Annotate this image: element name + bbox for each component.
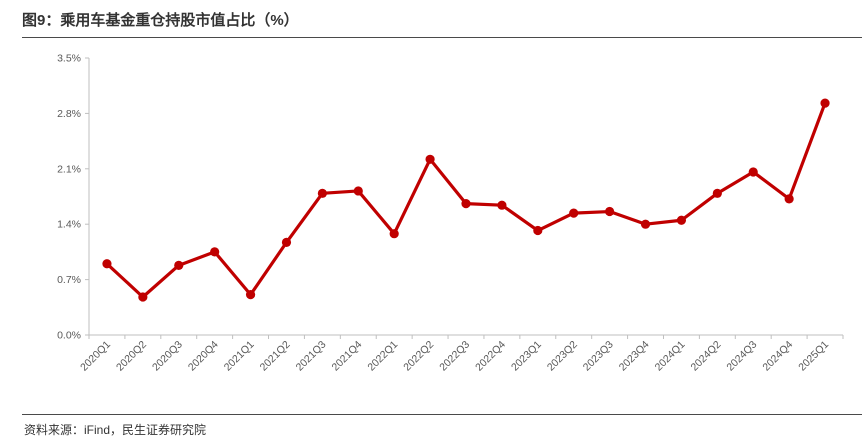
x-tick-label: 2022Q3 — [437, 339, 472, 374]
data-point — [138, 292, 148, 302]
data-point — [317, 188, 327, 198]
x-tick-label: 2021Q2 — [258, 339, 293, 374]
data-point — [281, 237, 292, 248]
chart-title: 图9：乘用车基金重仓持股市值占比（%） — [22, 12, 299, 29]
data-point — [748, 167, 758, 177]
title-divider — [22, 37, 862, 38]
y-tick-label: 0.7% — [57, 274, 81, 286]
y-tick-label: 3.5% — [57, 53, 81, 65]
data-point — [210, 247, 220, 257]
x-tick-label: 2024Q4 — [760, 339, 795, 374]
data-point — [425, 154, 435, 164]
data-point — [497, 200, 507, 210]
x-tick-label: 2022Q2 — [401, 339, 436, 374]
data-point — [712, 188, 722, 198]
data-point — [676, 215, 687, 225]
source-note: 资料来源：iFind，民生证券研究院 — [24, 423, 207, 437]
x-tick-label: 2023Q2 — [545, 339, 580, 374]
data-point — [784, 194, 794, 204]
data-point — [461, 199, 471, 209]
x-tick-label: 2022Q4 — [473, 339, 508, 374]
x-tick-label: 2021Q3 — [294, 339, 329, 374]
x-tick-label: 2020Q2 — [114, 339, 149, 374]
x-tick-label: 2020Q4 — [186, 339, 221, 374]
x-tick-label: 2025Q1 — [796, 339, 831, 374]
footer-divider — [22, 414, 862, 415]
x-tick-label: 2024Q1 — [653, 339, 688, 374]
x-tick-label: 2020Q1 — [78, 339, 113, 374]
chart-axes — [85, 57, 844, 339]
data-point — [353, 186, 363, 196]
x-tick-label: 2022Q1 — [365, 339, 400, 374]
y-axis-labels: 0.0% 0.7% 1.4% 2.1% 2.8% 3.5% — [57, 53, 81, 342]
data-point — [533, 225, 543, 236]
plot-area — [102, 98, 830, 302]
x-tick-label: 2023Q4 — [617, 339, 652, 374]
x-axis-labels: 2020Q1 2020Q2 2020Q3 2020Q4 2021Q1 2021Q2 2021… — [78, 339, 831, 374]
data-point — [605, 206, 615, 217]
data-point — [569, 208, 579, 218]
data-point — [640, 219, 651, 229]
x-tick-label: 2021Q4 — [329, 339, 364, 374]
data-point — [102, 259, 112, 269]
data-point — [389, 229, 399, 239]
y-tick-label: 2.8% — [57, 108, 81, 120]
x-tick-label: 2024Q2 — [689, 339, 724, 374]
x-tick-label: 2023Q1 — [509, 339, 544, 374]
x-tick-label: 2020Q3 — [150, 339, 185, 374]
x-tick-label: 2021Q1 — [222, 339, 257, 374]
x-tick-label: 2023Q3 — [581, 339, 616, 374]
data-point — [174, 260, 184, 270]
x-tick-label: 2024Q3 — [724, 339, 759, 374]
y-tick-label: 2.1% — [57, 163, 81, 175]
y-tick-label: 1.4% — [57, 219, 81, 231]
data-point — [820, 98, 830, 108]
data-point — [245, 290, 256, 300]
y-tick-label: 0.0% — [57, 330, 81, 342]
